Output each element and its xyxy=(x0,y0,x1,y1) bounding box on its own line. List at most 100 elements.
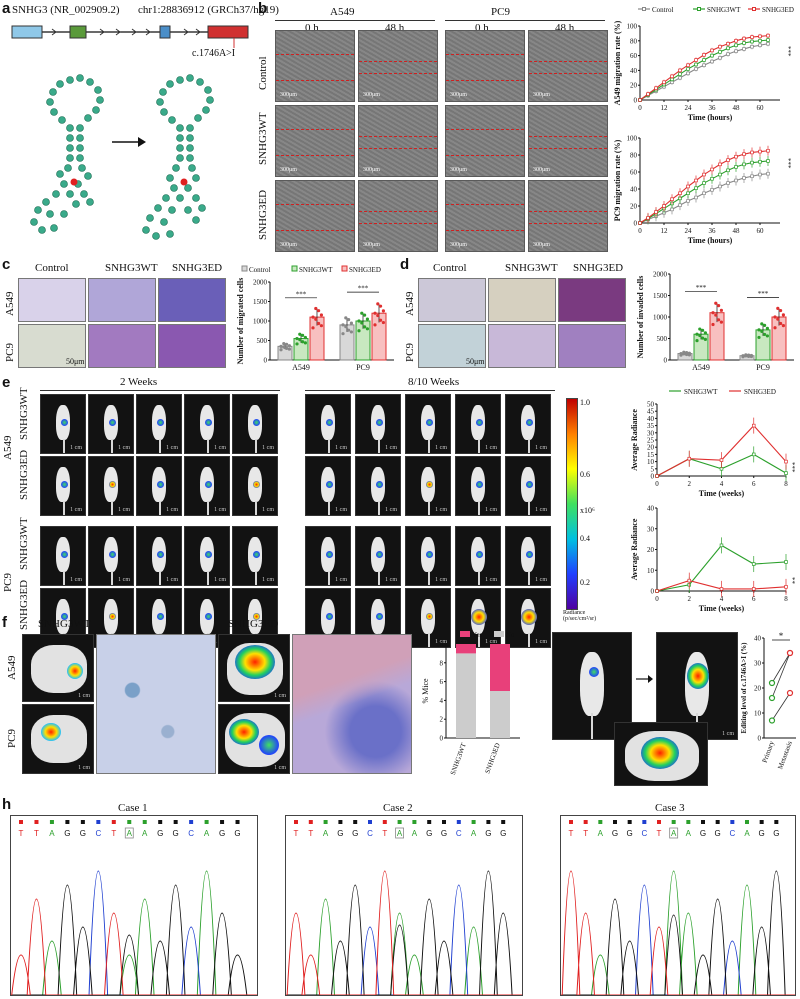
data-point xyxy=(694,195,698,200)
data-point xyxy=(750,150,754,155)
series-line xyxy=(639,35,769,101)
mouse-scalebar: 1 cm xyxy=(435,639,447,645)
base-quality-mark xyxy=(173,820,178,824)
mouse-image: 1 cm xyxy=(305,394,351,454)
x-tick-label: 8 xyxy=(784,480,788,488)
data-point xyxy=(287,347,291,351)
data-point xyxy=(750,160,754,165)
scratch-scalebar: 300μm xyxy=(280,167,297,173)
data-point xyxy=(702,53,706,57)
c-img-a549-wt xyxy=(88,278,156,322)
base-quality-mark xyxy=(730,820,735,824)
data-point xyxy=(295,342,299,346)
arrow-icon xyxy=(636,675,653,683)
f-lung-pc9-ed: 1 cm xyxy=(218,704,290,774)
y-tick-label: 40 xyxy=(754,635,762,643)
mouse-image: 1 cm xyxy=(405,588,451,648)
mouse-image: 1 cm xyxy=(184,526,230,586)
data-point xyxy=(298,338,302,342)
data-point xyxy=(298,332,302,336)
data-point xyxy=(678,68,682,73)
base-quality-mark xyxy=(19,820,23,824)
bar-yes xyxy=(456,644,476,654)
x-tick-label: 24 xyxy=(685,104,693,112)
data-point xyxy=(710,167,714,172)
y-tick-label: 1000 xyxy=(653,314,668,322)
colorbar-max: 1.0 xyxy=(580,398,590,407)
x-tick-label: PC9 xyxy=(356,363,370,372)
y-tick-label: 15 xyxy=(647,451,655,459)
x-tick-label: A549 xyxy=(292,363,310,372)
data-point xyxy=(363,313,367,317)
data-point xyxy=(279,348,283,352)
x-axis-label: Time (hours) xyxy=(688,236,733,245)
data-point xyxy=(694,67,698,71)
e-line-a549: A549 xyxy=(2,435,14,460)
legend-label: Control xyxy=(652,6,673,14)
base-call: T xyxy=(294,829,299,838)
data-point xyxy=(363,325,367,329)
base-call: C xyxy=(367,829,373,838)
data-point xyxy=(776,306,780,310)
data-point xyxy=(703,337,707,341)
colorbar-unit: Radiance (p/sec/cm²/sr) xyxy=(563,610,597,622)
base-call: A xyxy=(323,829,329,838)
data-point xyxy=(360,321,364,325)
data-point xyxy=(365,327,369,331)
y-tick-label: 5 xyxy=(651,465,655,473)
base-quality-mark xyxy=(368,820,372,824)
x-tick-label: Primary xyxy=(761,739,776,763)
base-call: A xyxy=(204,829,210,838)
mouse-scalebar: 1 cm xyxy=(214,445,226,451)
data-point xyxy=(758,34,762,39)
data-point xyxy=(711,311,715,315)
bar-no xyxy=(490,691,510,738)
base-quality-mark xyxy=(80,820,85,824)
base-call: G xyxy=(612,829,618,838)
data-point xyxy=(758,39,762,43)
x-tick-label: 12 xyxy=(661,227,669,235)
data-point xyxy=(766,149,770,153)
data-point xyxy=(750,174,754,178)
mouse-scalebar: 1 cm xyxy=(435,577,447,583)
y-tick-label: 45 xyxy=(647,408,655,416)
data-point xyxy=(311,315,315,319)
legend-swatch xyxy=(460,631,470,637)
y-tick-label: 0 xyxy=(664,357,668,365)
legend-label: Yes xyxy=(472,631,482,639)
d-row-pc9: PC9 xyxy=(404,343,416,362)
base-quality-mark xyxy=(189,820,194,824)
scratch-image: 300μm xyxy=(358,105,438,177)
base-call: G xyxy=(80,829,86,838)
y-axis-label: Editing level of c.1746A>I (%) xyxy=(740,642,748,734)
data-point xyxy=(373,311,377,315)
y-axis-label: Number of invaded cells xyxy=(636,276,645,359)
data-point xyxy=(678,191,682,195)
mouse-image: 1 cm xyxy=(505,456,551,516)
data-point xyxy=(686,63,690,67)
legend-label: SNHG3ED xyxy=(744,388,776,396)
y-tick-label: 500 xyxy=(257,337,268,345)
data-point xyxy=(702,181,706,185)
data-point xyxy=(781,313,785,317)
data-point xyxy=(670,197,674,201)
base-quality-mark xyxy=(642,820,647,824)
trace-a xyxy=(11,870,257,995)
legend-marker xyxy=(642,7,646,11)
mouse-image: 1 cm xyxy=(505,394,551,454)
mouse-scalebar: 1 cm xyxy=(166,445,178,451)
data-point xyxy=(694,58,698,62)
data-point xyxy=(347,318,351,322)
data-point xyxy=(357,319,361,323)
data-point xyxy=(686,67,690,71)
data-point xyxy=(752,562,756,566)
data-point xyxy=(765,326,769,330)
e-group-a549-wt: SNHG3WT xyxy=(18,387,30,440)
pair-line xyxy=(771,692,791,721)
x-tick-label: 2 xyxy=(688,595,692,603)
mouse-image: 1 cm xyxy=(232,394,278,454)
mouse-image: 1 cm xyxy=(455,394,501,454)
mouse-scalebar: 1 cm xyxy=(262,445,274,451)
chart-a549-migration: 0 12 24 36 48 60 0 20 40 60 80 100 A549 migration ra… xyxy=(613,6,794,122)
mouse-image: 1 cm xyxy=(455,526,501,586)
